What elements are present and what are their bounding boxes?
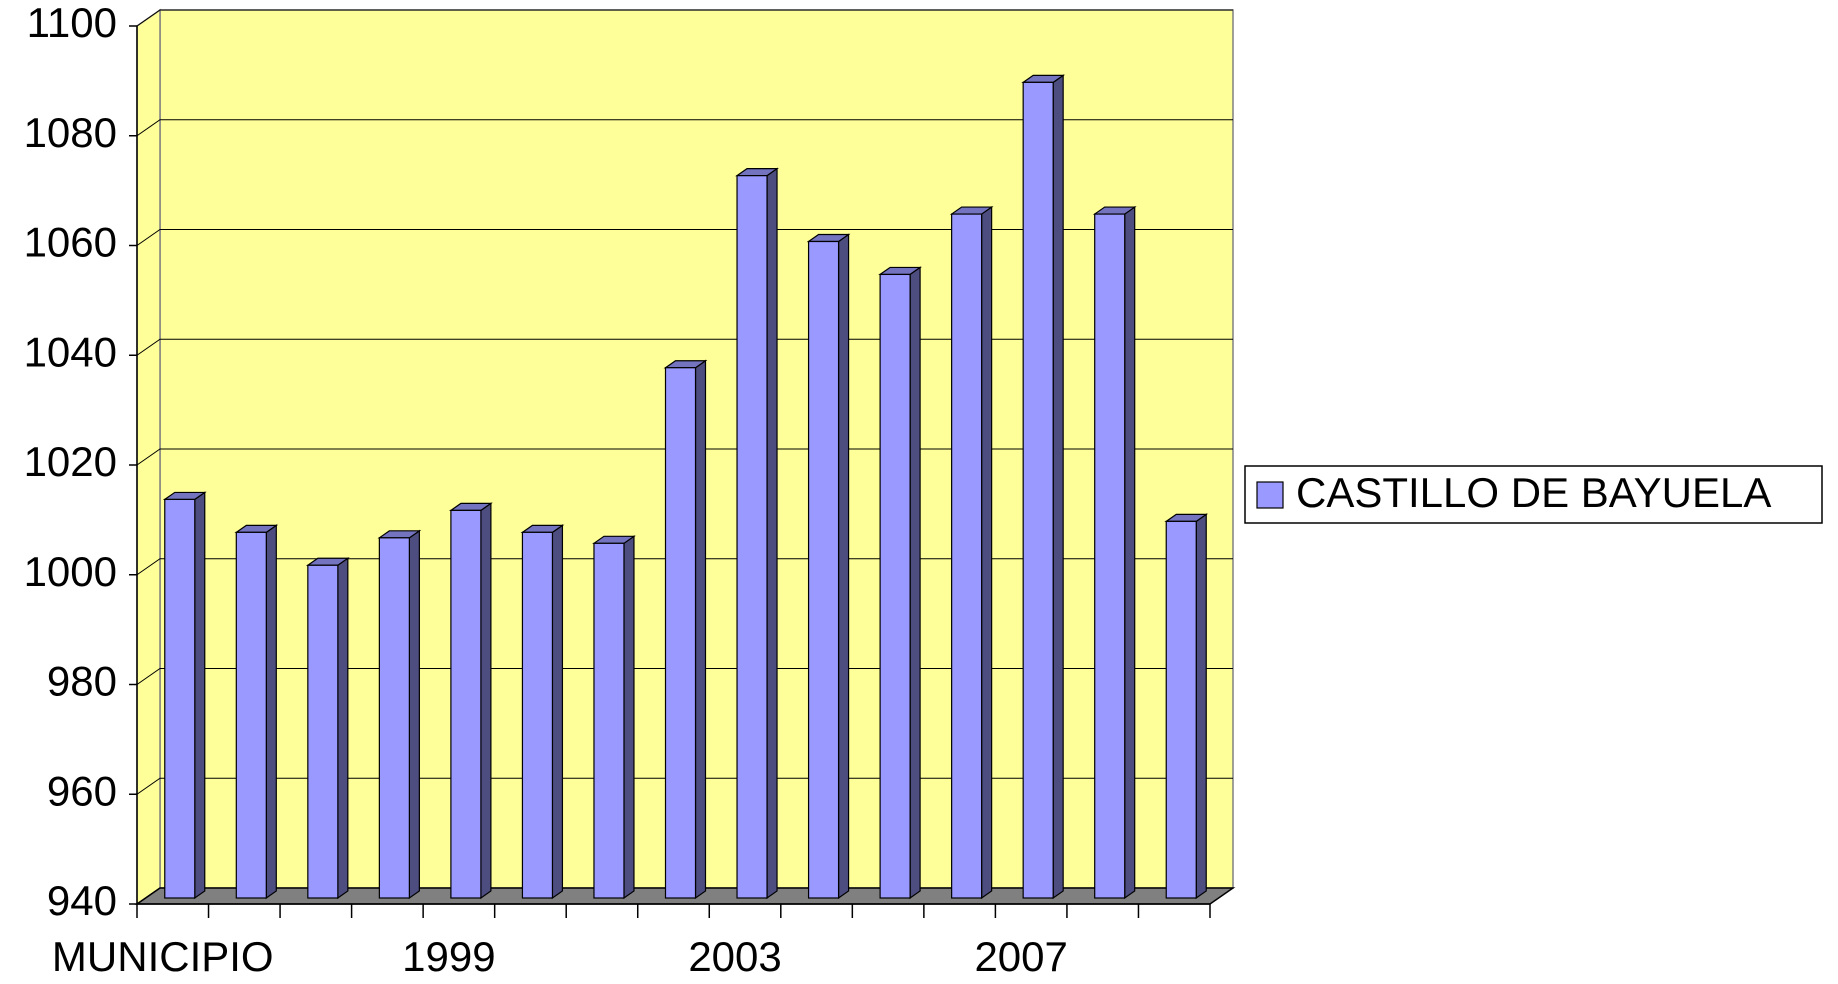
bar-side (337, 557, 349, 900)
bar (951, 213, 983, 899)
bar-side (1195, 513, 1207, 900)
legend-label: CASTILLO DE BAYUELA (1296, 469, 1771, 516)
legend-box (1244, 465, 1823, 524)
y-tick-label: 1060 (24, 219, 117, 266)
y-tick-label: 1080 (24, 109, 117, 156)
bar-side (1052, 74, 1064, 900)
x-tick-label: 2003 (688, 933, 781, 980)
y-tick-label: 1040 (24, 328, 117, 375)
bar-side (480, 502, 492, 900)
grid-line (136, 558, 1233, 576)
bar-side (194, 491, 206, 900)
legend: CASTILLO DE BAYUELA (1244, 465, 1823, 524)
bar (1022, 81, 1054, 899)
grid-line (136, 777, 1233, 795)
grid (136, 9, 1233, 905)
x-tick-label: 2007 (974, 933, 1067, 980)
bar (807, 240, 840, 899)
bar (307, 564, 339, 899)
y-tick-label: 960 (47, 767, 117, 814)
grid-line (136, 448, 1233, 466)
bar-side (981, 205, 993, 900)
bar (736, 175, 768, 899)
bar-side (766, 167, 778, 900)
bar-side (694, 359, 707, 900)
legend-swatch (1256, 481, 1284, 509)
bar (521, 531, 554, 899)
grid-line (136, 9, 1233, 27)
y-tick-label: 1020 (24, 438, 117, 485)
grid-line (136, 229, 1233, 246)
y-tick-label: 1100 (27, 0, 117, 46)
grid-line (136, 119, 1233, 137)
bar-side (837, 233, 850, 900)
bar (235, 531, 267, 899)
bar (378, 537, 410, 899)
axes: 940 960 980 1000 1020 1040 1060 1080 1100 MUNICIP… (24, 0, 1211, 980)
bar (664, 367, 697, 899)
bar (450, 509, 482, 899)
x-tick-label: MUNICIPIO (52, 933, 274, 980)
y-tick-label: 940 (47, 877, 117, 924)
bar (879, 273, 911, 899)
bar (1094, 213, 1126, 899)
bar (1165, 520, 1197, 899)
bar-side (909, 266, 921, 900)
grid-line (136, 887, 1233, 905)
y-tick-label: 1000 (24, 548, 117, 595)
bar-side (623, 535, 635, 900)
bar-side (1124, 205, 1136, 900)
y-tick-label: 980 (47, 658, 117, 705)
bar (164, 498, 196, 899)
bar-side (265, 524, 277, 900)
bar-side (551, 524, 564, 900)
grid-line (136, 668, 1233, 685)
grid-line (136, 338, 1233, 356)
bar-side (408, 529, 420, 900)
bars (162, 74, 1209, 900)
bar (593, 542, 625, 899)
x-tick-label: 1999 (402, 933, 495, 980)
